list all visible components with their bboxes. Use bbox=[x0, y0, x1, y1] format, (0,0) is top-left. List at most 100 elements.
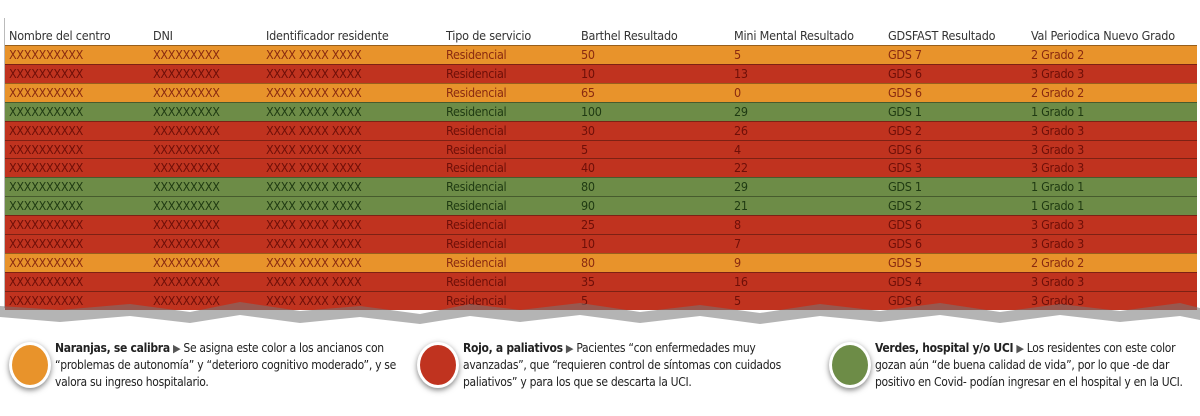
table-cell: GDS 6 bbox=[888, 141, 922, 157]
table-cell: GDS 1 bbox=[888, 179, 922, 195]
table-cell: GDS 7 bbox=[888, 47, 922, 62]
table-cell: XXXX XXXX XXXX bbox=[266, 292, 362, 308]
table-cell: XXXXXXXXX bbox=[153, 254, 220, 270]
table-cell: XXXX XXXX XXXX bbox=[266, 122, 362, 138]
table-cell: 3 Grado 3 bbox=[1031, 122, 1084, 138]
table-cell: 2 Grado 2 bbox=[1031, 254, 1084, 270]
table-row: XXXXXXXXXX XXXXXXXXX XXXX XXXX XXXX Residen… bbox=[5, 120, 1197, 140]
table-cell: 3 Grado 3 bbox=[1031, 65, 1084, 81]
table-cell: XXXXXXXXXX bbox=[9, 236, 84, 251]
spreadsheet-table: Nombre del centro DNI Identificador reside… bbox=[4, 18, 1199, 310]
table-cell: Residencial bbox=[446, 84, 507, 100]
column-header: Barthel Resultado bbox=[581, 28, 678, 43]
table-row: XXXXXXXXXX XXXXXXXXX XXXX XXXX XXXX Residen… bbox=[5, 234, 1197, 253]
table-cell: 3 Grado 3 bbox=[1031, 236, 1084, 251]
column-header: Val Periodica Nuevo Grado bbox=[1031, 28, 1175, 43]
table-cell: GDS 4 bbox=[888, 273, 922, 289]
table-cell: GDS 6 bbox=[888, 65, 922, 81]
table-cell: Residencial bbox=[446, 122, 507, 138]
table-cell: 40 bbox=[581, 160, 595, 176]
table-cell: Residencial bbox=[446, 103, 507, 119]
table-cell: 3 Grado 3 bbox=[1031, 217, 1084, 233]
table-cell: XXXXXXXXXX bbox=[9, 160, 84, 176]
table-cell: 25 bbox=[581, 217, 595, 233]
table-cell: 3 Grado 3 bbox=[1031, 273, 1084, 289]
torn-paper-edge bbox=[0, 302, 1200, 324]
table-row: XXXXXXXXXX XXXXXXXXX XXXX XXXX XXXX Residen… bbox=[5, 82, 1197, 102]
table-cell: 2 Grado 2 bbox=[1031, 84, 1084, 100]
table-cell: XXXX XXXX XXXX bbox=[266, 254, 362, 270]
table-cell: XXXXXXXXXX bbox=[9, 179, 84, 195]
table-cell: XXXX XXXX XXXX bbox=[266, 217, 362, 233]
table-cell: XXXX XXXX XXXX bbox=[266, 179, 362, 195]
table-cell: 4 bbox=[734, 141, 741, 157]
table-cell: GDS 6 bbox=[888, 236, 922, 251]
table-cell: 65 bbox=[581, 84, 595, 100]
table-cell: 5 bbox=[581, 141, 588, 157]
table-cell: XXXXXXXXXX bbox=[9, 65, 84, 81]
arrow-icon: ▶ bbox=[1016, 342, 1024, 355]
table-cell: 1 Grado 1 bbox=[1031, 198, 1084, 214]
table-cell: 21 bbox=[734, 198, 748, 214]
table-cell: 30 bbox=[581, 122, 595, 138]
table-cell: XXXXXXXXX bbox=[153, 103, 220, 119]
table-cell: 29 bbox=[734, 103, 748, 119]
table-cell: 26 bbox=[734, 122, 748, 138]
table-row: XXXXXXXXXX XXXXXXXXX XXXX XXXX XXXX Residen… bbox=[5, 177, 1197, 197]
table-cell: XXXXXXXXXX bbox=[9, 122, 84, 138]
legend-red: Rojo, a paliativos ▶ Pacientes “con enfe… bbox=[417, 340, 793, 391]
column-header: GDSFAST Resultado bbox=[888, 28, 996, 43]
table-cell: 5 bbox=[734, 292, 741, 308]
table-cell: Residencial bbox=[446, 141, 507, 157]
table-cell: XXXX XXXX XXXX bbox=[266, 160, 362, 176]
table-cell: XXXXXXXXXX bbox=[9, 103, 84, 119]
table-cell: Residencial bbox=[446, 65, 507, 81]
table-row: XXXXXXXXXX XXXXXXXXX XXXX XXXX XXXX Residen… bbox=[5, 252, 1197, 272]
table-cell: 0 bbox=[734, 84, 741, 100]
table-cell: XXXXXXXXXX bbox=[9, 254, 84, 270]
table-cell: Residencial bbox=[446, 160, 507, 176]
table-cell: 5 bbox=[581, 292, 588, 308]
column-header: Mini Mental Resultado bbox=[734, 28, 854, 43]
legend-title: Verdes, hospital y/o UCI bbox=[875, 341, 1014, 355]
table-cell: 8 bbox=[734, 217, 741, 233]
table-cell: XXXXXXXXXX bbox=[9, 273, 84, 289]
table-row: XXXXXXXXXX XXXXXXXXX XXXX XXXX XXXX Residen… bbox=[5, 271, 1197, 291]
table-cell: XXXX XXXX XXXX bbox=[266, 103, 362, 119]
legend-title: Rojo, a paliativos bbox=[463, 341, 563, 355]
table-cell: 1 Grado 1 bbox=[1031, 179, 1084, 195]
table-cell: XXXXXXXXX bbox=[153, 141, 220, 157]
table-cell: Residencial bbox=[446, 217, 507, 233]
table-cell: XXXXXXXXX bbox=[153, 65, 220, 81]
table-cell: XXXX XXXX XXXX bbox=[266, 47, 362, 62]
column-header: Nombre del centro bbox=[9, 28, 111, 43]
table-cell: XXXX XXXX XXXX bbox=[266, 273, 362, 289]
table-cell: XXXXXXXXX bbox=[153, 179, 220, 195]
table-cell: 35 bbox=[581, 273, 595, 289]
legend-green: Verdes, hospital y/o UCI ▶ Los residente… bbox=[829, 340, 1197, 391]
table-cell: XXXXXXXXX bbox=[153, 198, 220, 214]
column-header: DNI bbox=[153, 28, 173, 43]
table-cell: GDS 2 bbox=[888, 198, 922, 214]
table-cell: XXXX XXXX XXXX bbox=[266, 236, 362, 251]
table-cell: 2 Grado 2 bbox=[1031, 47, 1084, 62]
table-cell: XXXXXXXXXX bbox=[9, 84, 84, 100]
table-cell: 16 bbox=[734, 273, 748, 289]
table-cell: XXXXXXXXXX bbox=[9, 141, 84, 157]
column-header: Tipo de servicio bbox=[446, 28, 531, 43]
table-cell: 50 bbox=[581, 47, 595, 62]
table-cell: GDS 6 bbox=[888, 292, 922, 308]
table-row: XXXXXXXXXX XXXXXXXXX XXXX XXXX XXXX Residen… bbox=[5, 101, 1197, 121]
table-row: XXXXXXXXXX XXXXXXXXX XXXX XXXX XXXX Residen… bbox=[5, 290, 1197, 310]
table-cell: Residencial bbox=[446, 47, 507, 62]
table-cell: Residencial bbox=[446, 254, 507, 270]
table-cell: XXXX XXXX XXXX bbox=[266, 198, 362, 214]
table-cell: 1 Grado 1 bbox=[1031, 103, 1084, 119]
table-cell: XXXX XXXX XXXX bbox=[266, 84, 362, 100]
table-cell: Residencial bbox=[446, 179, 507, 195]
table-cell: 3 Grado 3 bbox=[1031, 160, 1084, 176]
legend-text: Los residentes con este color gozan aún … bbox=[875, 341, 1183, 389]
legend-title: Naranjas, se calibra bbox=[55, 341, 170, 355]
table-cell: XXXX XXXX XXXX bbox=[266, 65, 362, 81]
orange-circle-icon bbox=[9, 342, 51, 388]
